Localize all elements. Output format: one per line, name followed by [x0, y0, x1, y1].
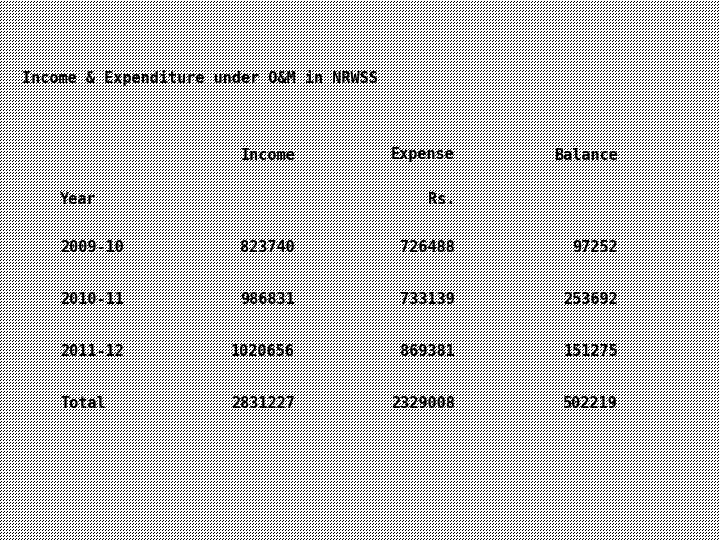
Text: Total: Total: [60, 396, 106, 411]
Text: 986831: 986831: [240, 293, 295, 307]
Text: Expense: Expense: [391, 147, 455, 163]
Text: 823740: 823740: [240, 240, 295, 255]
Text: 2011-12: 2011-12: [60, 345, 124, 360]
Text: 726488: 726488: [400, 240, 455, 255]
Text: 2329008: 2329008: [391, 396, 455, 411]
Text: 2009-10: 2009-10: [60, 240, 124, 255]
Text: 151275: 151275: [563, 345, 618, 360]
Text: 97252: 97252: [572, 240, 618, 255]
Text: 2010-11: 2010-11: [60, 293, 124, 307]
Text: 253692: 253692: [563, 293, 618, 307]
Text: Year: Year: [60, 192, 96, 207]
Text: 869381: 869381: [400, 345, 455, 360]
Text: Rs.: Rs.: [428, 192, 455, 207]
Text: 2831227: 2831227: [231, 396, 295, 411]
Text: Income & Expenditure under O&M in NRWSS: Income & Expenditure under O&M in NRWSS: [22, 70, 378, 86]
Text: Income: Income: [240, 147, 295, 163]
Text: 1020656: 1020656: [231, 345, 295, 360]
Text: Balance: Balance: [554, 147, 618, 163]
Text: 502219: 502219: [563, 396, 618, 411]
Text: 733139: 733139: [400, 293, 455, 307]
